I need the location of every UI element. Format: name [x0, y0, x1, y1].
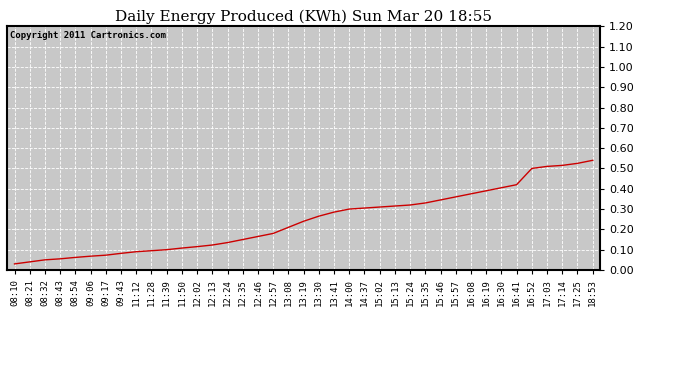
Title: Daily Energy Produced (KWh) Sun Mar 20 18:55: Daily Energy Produced (KWh) Sun Mar 20 1…	[115, 9, 492, 24]
Text: Copyright 2011 Cartronics.com: Copyright 2011 Cartronics.com	[10, 31, 166, 40]
